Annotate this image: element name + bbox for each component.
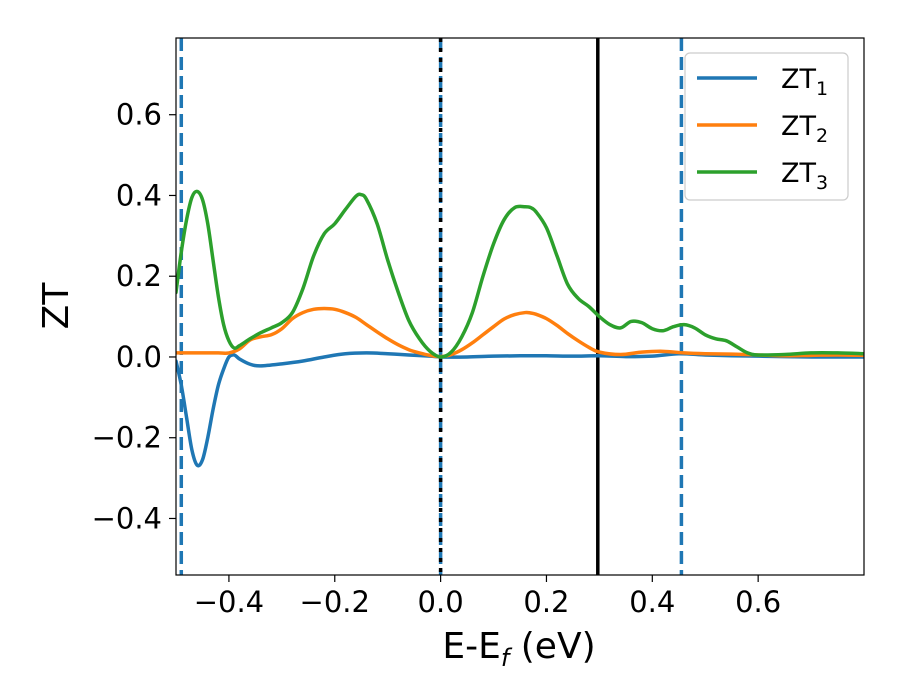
series-line-zt3 [176, 189, 864, 359]
x-tick-label: 0.6 [735, 585, 781, 619]
plot-clipped-group [176, 38, 864, 575]
plot-area [176, 38, 864, 575]
legend-label-sub: 1 [816, 78, 828, 100]
x-tick-label: 0.0 [418, 585, 464, 619]
x-tick-label: −0.4 [194, 585, 264, 619]
legend-label-main: ZT [781, 158, 816, 189]
legend-label-zt2: ZT2 [781, 111, 828, 147]
legend-label-main: ZT [781, 111, 816, 142]
x-tick-label: 0.4 [629, 585, 675, 619]
legend-label-sub: 2 [816, 125, 828, 147]
series-line-zt2 [176, 306, 864, 359]
legend-label-main: ZT [781, 64, 816, 95]
y-tick-label: 0.4 [116, 178, 162, 212]
y-tick-label: −0.2 [92, 421, 162, 455]
legend-label-zt1: ZT1 [781, 64, 828, 100]
x-tick-label: 0.2 [523, 585, 569, 619]
x-axis-title: E-Ef (eV) [442, 626, 595, 672]
x-axis-title-main: E-E [442, 626, 500, 667]
y-tick-label: 0.2 [116, 259, 162, 293]
series-line-zt1 [176, 351, 864, 468]
x-axis-title-rest: (eV) [509, 626, 595, 667]
y-tick-label: −0.4 [92, 501, 162, 535]
x-tick-label: −0.2 [300, 585, 370, 619]
y-tick-label: 0.6 [116, 98, 162, 132]
legend-box [684, 52, 849, 201]
legend-label-zt3: ZT3 [781, 158, 828, 194]
y-axis-title: ZT [36, 282, 77, 330]
axes-frame [175, 37, 865, 576]
legend-label-sub: 3 [816, 172, 828, 194]
y-tick-label: 0.0 [116, 340, 162, 374]
axes: −0.4 −0.2 0.0 0.2 0.4 0.6 −0.4 −0.2 0.0 0.2 0.4 0.6 [92, 37, 865, 619]
